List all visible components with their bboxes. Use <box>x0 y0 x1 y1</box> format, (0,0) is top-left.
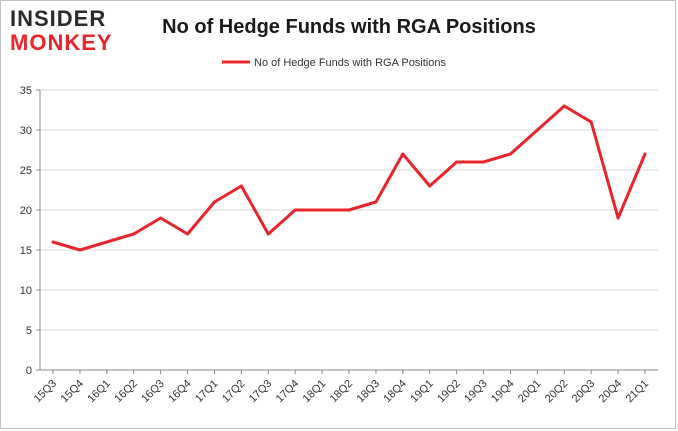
x-tick-label: 21Q1 <box>624 378 652 406</box>
data-point <box>293 208 297 212</box>
y-tick-label: 15 <box>20 245 32 257</box>
x-tick-label: 18Q1 <box>301 378 329 406</box>
x-tick-label: 19Q2 <box>435 378 463 406</box>
data-point <box>186 232 190 236</box>
data-point <box>482 160 486 164</box>
data-point <box>320 208 324 212</box>
data-point <box>616 216 620 220</box>
data-point <box>455 160 459 164</box>
data-point <box>132 232 136 236</box>
data-point <box>51 240 55 244</box>
data-point <box>374 200 378 204</box>
data-point <box>643 152 647 156</box>
x-tick-label: 15Q4 <box>59 378 87 406</box>
x-tick-label: 17Q4 <box>274 378 302 406</box>
x-tick-label: 16Q1 <box>85 378 113 406</box>
insider-monkey-logo: INSIDER MONKEY <box>10 6 128 54</box>
gridlines <box>40 89 658 371</box>
data-point <box>266 232 270 236</box>
data-point <box>562 104 566 108</box>
data-point <box>212 200 216 204</box>
y-tick-label: 35 <box>20 85 32 97</box>
x-tick-label: 16Q2 <box>112 378 140 406</box>
logo-line-2: MONKEY <box>10 30 113 55</box>
data-point <box>78 248 82 252</box>
data-point <box>159 216 163 220</box>
data-point <box>589 120 593 124</box>
y-tick-label: 0 <box>26 365 32 377</box>
legend: No of Hedge Funds with RGA Positions <box>222 57 446 69</box>
x-tick-label: 16Q3 <box>139 378 167 406</box>
x-tick-label: 15Q3 <box>32 378 60 406</box>
x-tick-label: 17Q3 <box>247 378 275 406</box>
legend-label: No of Hedge Funds with RGA Positions <box>254 57 446 69</box>
x-tick-label: 18Q2 <box>328 378 356 406</box>
x-tick-label: 17Q1 <box>193 378 221 406</box>
x-tick-label: 17Q2 <box>220 378 248 406</box>
x-tick-label: 19Q4 <box>489 378 517 406</box>
data-point <box>508 152 512 156</box>
x-tick-label: 20Q1 <box>516 378 544 406</box>
logo-line-1: INSIDER <box>10 6 107 31</box>
y-tick-label: 25 <box>20 165 32 177</box>
series-layer <box>51 104 647 252</box>
series-line <box>52 104 647 252</box>
y-tick-label: 5 <box>26 325 32 337</box>
data-point <box>535 128 539 132</box>
data-point <box>428 184 432 188</box>
x-tick-label: 18Q4 <box>381 378 409 406</box>
chart-title: No of Hedge Funds with RGA Positions <box>162 16 536 38</box>
x-tick-label: 20Q3 <box>570 378 598 406</box>
data-point <box>347 208 351 212</box>
data-point <box>239 184 243 188</box>
data-point <box>105 240 109 244</box>
y-tick-label: 20 <box>20 205 32 217</box>
x-tick-label: 19Q3 <box>462 378 490 406</box>
y-tick-label: 10 <box>20 285 32 297</box>
x-tick-label: 20Q2 <box>543 378 571 406</box>
x-tick-label: 16Q4 <box>166 378 194 406</box>
x-tick-label: 18Q3 <box>355 378 383 406</box>
x-tick-label: 19Q1 <box>408 378 436 406</box>
x-tick-label: 20Q4 <box>597 378 625 406</box>
y-tick-label: 30 <box>20 125 32 137</box>
data-point <box>401 152 405 156</box>
